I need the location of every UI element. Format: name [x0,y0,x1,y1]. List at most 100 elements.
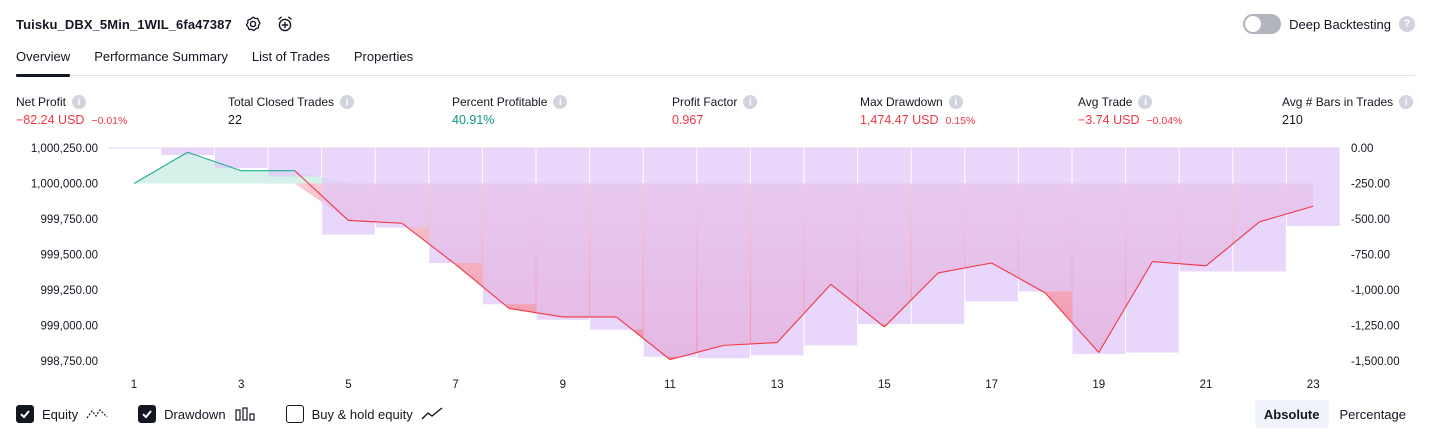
info-icon[interactable]: i [1399,95,1414,109]
metric-value: 1,474.47 USD [860,113,939,127]
drawdown-bars-icon [234,406,256,422]
checkbox-drawdown[interactable] [138,405,157,423]
info-icon[interactable]: i [948,95,963,109]
drawdown-bar [697,148,750,359]
drawdown-bar [1018,148,1072,292]
x-axis-tick-label: 5 [345,379,351,391]
metric-value: 210 [1282,113,1303,127]
x-axis-tick-label: 21 [1200,379,1213,391]
right-axis-tick-label: -250.00 [1351,179,1390,191]
x-axis-tick-label: 1 [131,379,137,391]
metric-value: 0.967 [672,113,704,127]
x-axis-tick-label: 23 [1307,379,1320,391]
equity-line-segment [937,262,992,274]
equity-line-segment [509,307,563,318]
info-icon[interactable]: i [1138,95,1153,109]
drawdown-bar [1233,148,1286,272]
equity-line-segment [1098,261,1153,353]
equity-line-segment [133,151,188,184]
alarm-add-icon[interactable] [274,13,296,35]
legend-equity[interactable]: Equity [16,405,108,423]
equity-line-segment [830,283,885,328]
x-axis-tick-label: 15 [878,379,891,391]
metric-max-drawdown: Max Drawdown i 1,474.47 USD 0.15% [860,94,975,127]
strategy-name: Tuisku_DBX_5Min_1WIL_6fa47387 [16,16,232,32]
drawdown-bar [590,148,643,330]
x-axis-tick-label: 11 [664,379,676,391]
metric-value: −82.24 USD [16,113,85,127]
metric-label: Avg Trade [1078,95,1133,109]
drawdown-bar [965,148,1018,302]
equity-line-icon [86,406,108,422]
legend-buy-hold[interactable]: Buy & hold equity [285,405,443,423]
left-axis-tick-label: 999,750.00 [40,214,98,226]
equity-line-segment [1152,261,1207,267]
drawdown-bar [268,148,322,177]
equity-line-segment [294,170,349,221]
legend-drawdown[interactable]: Drawdown [138,405,255,423]
metric-label: Percent Profitable [452,95,548,109]
drawdown-bar [214,148,268,168]
percentage-button[interactable]: Percentage [1339,406,1407,422]
x-axis-tick-label: 3 [238,379,244,391]
metric-label: Total Closed Trades [228,95,335,109]
x-axis-tick-label: 7 [452,379,458,391]
absolute-button[interactable]: Absolute [1254,400,1329,428]
x-axis-tick-label: 13 [771,379,784,391]
strategy-header: Tuisku_DBX_5Min_1WIL_6fa47387 [16,12,296,36]
gear-icon[interactable] [242,13,264,35]
help-icon[interactable]: ? [1399,16,1415,32]
equity-line-segment [669,344,724,361]
checkbox-equity[interactable] [16,405,34,423]
metric-percent: 0.15% [945,115,976,127]
equity-line-segment [401,222,456,265]
tab-list-of-trades[interactable]: List of Trades [251,49,330,64]
right-axis-tick-label: 0.00 [1351,143,1373,155]
equity-above-start-fill [134,152,1314,184]
tab-overview[interactable]: Overview [16,46,71,77]
buy-hold-line-icon [421,406,443,422]
right-axis-tick-label: -500.00 [1351,214,1390,226]
left-axis-tick-label: 999,000.00 [40,321,98,333]
info-icon[interactable]: i [553,95,568,109]
deep-backtesting-toggle[interactable] [1243,14,1282,34]
metric-profit-factor: Profit Factor i 0.967 [672,94,758,127]
info-icon[interactable]: i [72,95,87,109]
left-axis-tick-label: 999,500.00 [40,250,98,262]
metric-value: 40.91% [452,113,495,127]
equity-line-segment [884,272,939,328]
info-icon[interactable]: i [743,95,758,109]
x-axis-tick-label: 19 [1092,379,1105,391]
drawdown-bar [750,148,804,356]
deep-backtesting: Deep Backtesting ? [1243,12,1415,36]
chart-legend: Equity Drawdown Buy & hold equity [16,402,443,426]
right-axis-tick-label: -750.00 [1351,250,1390,262]
info-icon[interactable]: i [340,95,355,109]
checkbox-buy-hold[interactable] [285,405,304,423]
equity-line-segment [616,316,671,361]
drawdown-bar [375,148,429,228]
drawdown-bar [429,148,482,263]
legend-label: Equity [42,406,79,422]
equity-line-segment [776,283,832,343]
deep-backtesting-label: Deep Backtesting [1289,16,1391,32]
drawdown-bar [1072,148,1126,354]
drawdown-bar [858,148,911,325]
metric-avg-bars-in-trades: Avg # Bars in Trades i 210 [1282,94,1414,127]
right-axis-tick-label: -1,250.00 [1351,321,1400,333]
tab-properties[interactable]: Properties [353,49,414,64]
drawdown-bar [482,148,536,305]
right-axis-tick-label: -1,000.00 [1351,285,1400,297]
equity-chart[interactable]: 1,000,250.00 1,000,000.00 999,750.00 999,50… [0,138,1431,396]
metric-label: Avg # Bars in Trades [1282,95,1394,109]
drawdown-bar [643,148,697,357]
metric-total-closed-trades: Total Closed Trades i 22 [228,94,355,127]
x-axis-tick-label: 17 [985,379,998,391]
report-tabs: Overview Performance Summary List of Tra… [16,46,1415,77]
left-axis-tick-label: 1,000,000.00 [31,179,98,191]
left-axis-tick-label: 999,250.00 [40,285,98,297]
value-mode-switch: Absolute Percentage [1254,400,1415,428]
tab-performance-summary[interactable]: Performance Summary [94,49,228,64]
legend-label: Buy & hold equity [311,406,413,422]
metric-percent: −0.01% [91,115,128,127]
